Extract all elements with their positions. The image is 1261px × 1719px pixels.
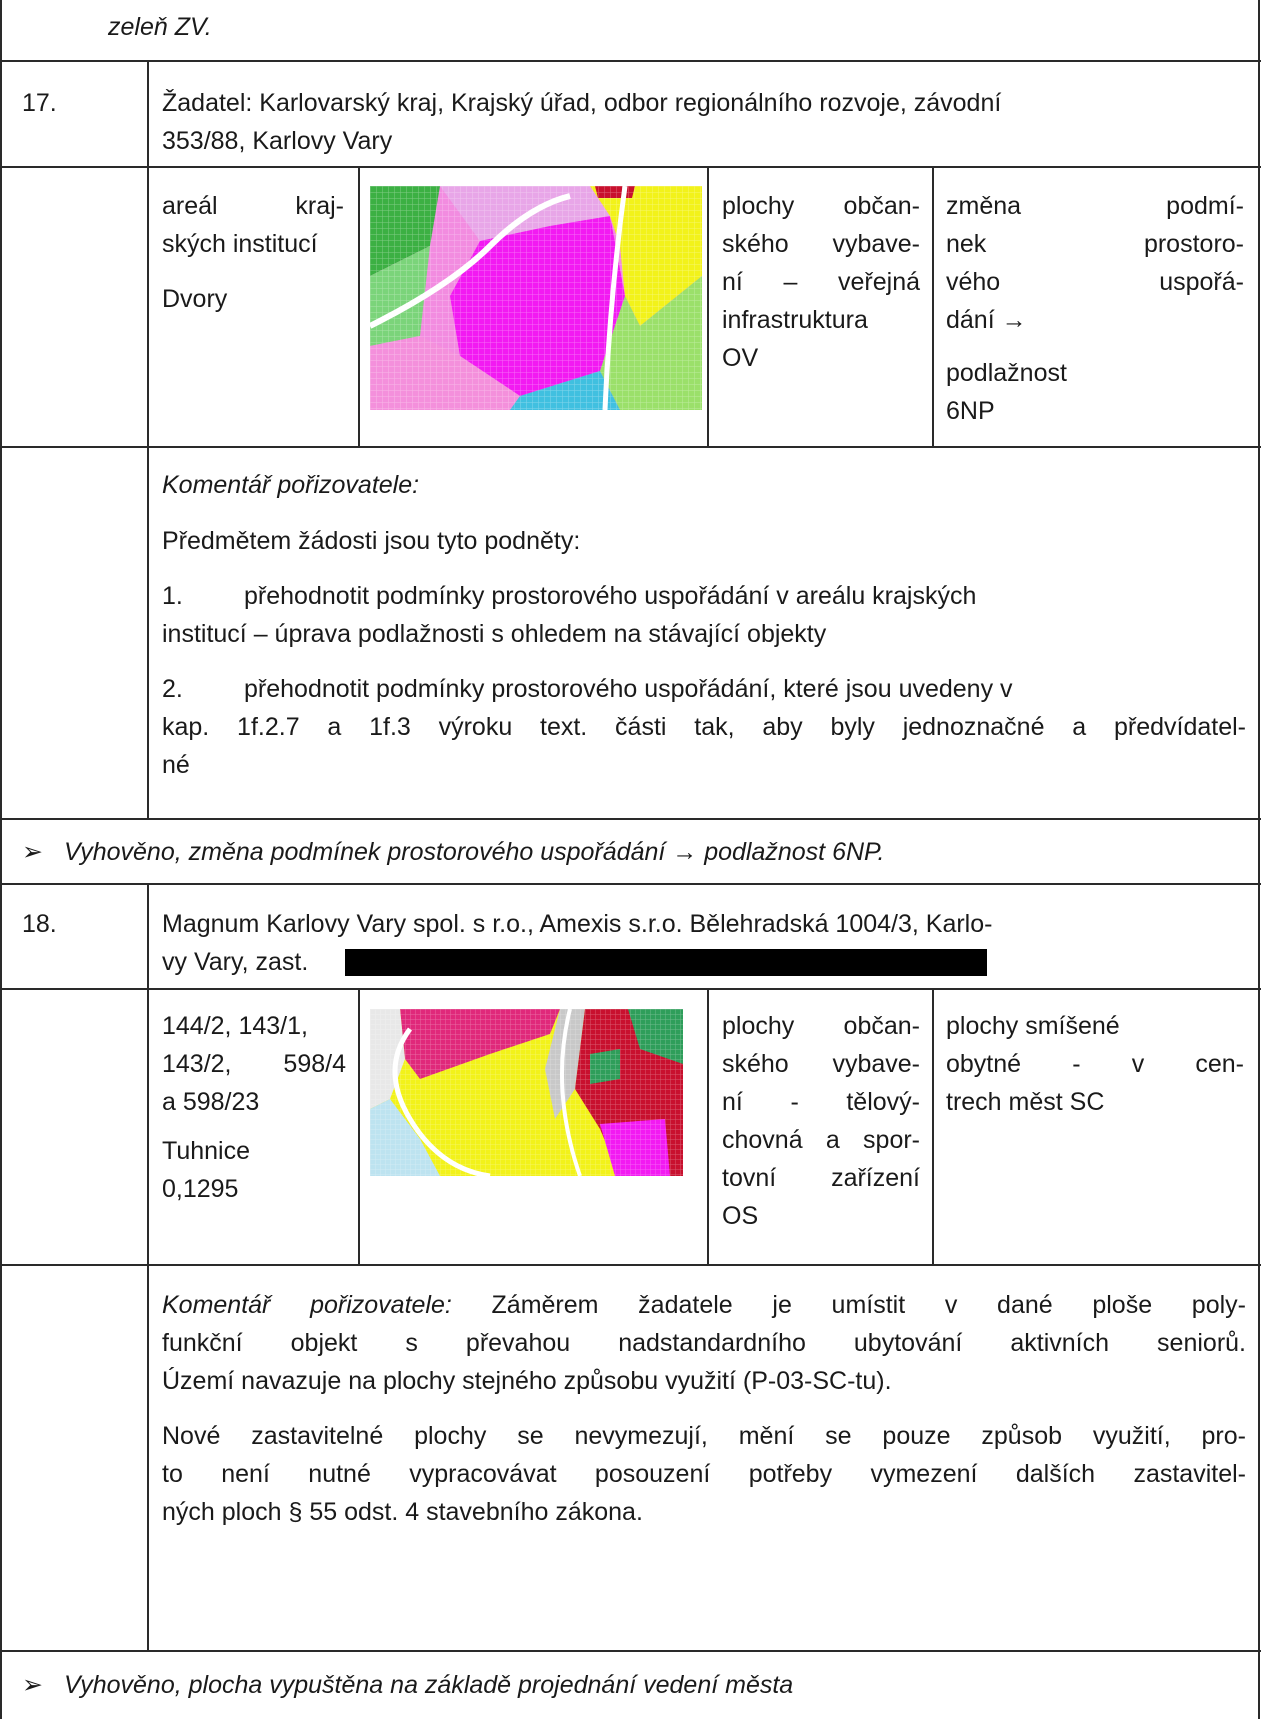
comment-text: ných ploch § 55 odst. 4 stavebního zákon… xyxy=(162,1498,643,1526)
area-name: ských institucí xyxy=(162,230,318,258)
comment-text: přehodnotit podmínky prostorového uspořá… xyxy=(244,582,977,610)
requested-change-line: vého uspořá- xyxy=(946,268,1244,296)
entry-number: 18. xyxy=(22,910,57,938)
requested-change-line: dání → xyxy=(946,306,1027,334)
column-divider xyxy=(358,988,360,1266)
column-divider xyxy=(358,166,360,448)
parcels-line: 144/2, 143/1, xyxy=(162,1012,308,1040)
requested-change-line: nek prostoro- xyxy=(946,230,1244,258)
previous-entry-remnant: zeleň ZV. xyxy=(108,13,212,41)
requested-change-line: 6NP xyxy=(946,397,995,425)
current-use-line: plochy občan- xyxy=(722,1012,920,1040)
parcels-line: 143/2, 598/4 xyxy=(162,1050,346,1078)
column-divider xyxy=(932,166,934,448)
table-border-left xyxy=(0,0,2,1719)
row-divider xyxy=(0,883,1261,885)
locality: Tuhnice xyxy=(162,1137,251,1165)
comment-label: Komentář pořizovatele: xyxy=(162,471,420,499)
column-divider xyxy=(707,166,709,448)
current-use: plochy občan- ského vybave- ní - tělový-… xyxy=(722,1007,920,1235)
row-divider xyxy=(0,446,1261,448)
area-name: areál kraj- xyxy=(162,192,344,220)
current-use-line: ského vybave- xyxy=(722,230,920,258)
column-divider xyxy=(147,60,149,820)
decision-bullet: ➢ xyxy=(22,1671,43,1699)
comment-text-segment: Záměrem žadatele je umístit v dané ploše… xyxy=(491,1291,1246,1319)
current-use-line: ní - tělový- xyxy=(722,1088,920,1116)
current-use-line: chovná a spor- xyxy=(722,1126,920,1154)
current-use-line: OS xyxy=(722,1202,759,1230)
comment-text: né xyxy=(162,751,190,779)
current-use-line: ní – veřejná xyxy=(722,268,920,296)
parcels-line: a 598/23 xyxy=(162,1088,260,1116)
applicant-line: Žadatel: Karlovarský kraj, Krajský úřad,… xyxy=(162,89,1002,117)
row-divider xyxy=(0,1264,1261,1266)
column-divider xyxy=(932,988,934,1266)
requested-change: změna podmí- nek prostoro- vého uspořá- … xyxy=(946,187,1244,430)
requested-change: plochy smíšené obytné - v cen- trech měs… xyxy=(946,1007,1244,1121)
comment-text: kap. 1f.2.7 a 1f.3 výroku text. části ta… xyxy=(162,713,1246,741)
comment-text: funkční objekt s převahou nadstandardníh… xyxy=(162,1329,1246,1357)
decision-text: Vyhověno, plocha vypuštěna na základě pr… xyxy=(64,1671,794,1699)
comment-text: Předmětem žádosti jsou tyto podněty: xyxy=(162,527,581,555)
list-number: 2. xyxy=(162,675,183,703)
column-divider xyxy=(707,988,709,1266)
land-use-map-image xyxy=(370,186,702,410)
applicant-line: vy Vary, zast. xyxy=(162,948,309,976)
requested-change-line: plochy smíšené xyxy=(946,1012,1120,1040)
decision-text: Vyhověno, změna podmínek prostorového us… xyxy=(64,838,885,866)
applicant-line: 353/88, Karlovy Vary xyxy=(162,127,393,155)
row-divider xyxy=(0,60,1261,62)
requested-change-line: obytné - v cen- xyxy=(946,1050,1244,1078)
comment-text: Území navazuje na plochy stejného způsob… xyxy=(162,1367,892,1395)
locality: Dvory xyxy=(162,285,228,313)
area-value: 0,1295 xyxy=(162,1175,239,1203)
comment-text: přehodnotit podmínky prostorového uspořá… xyxy=(244,675,1013,703)
redaction-bar xyxy=(345,949,987,976)
column-divider xyxy=(147,883,149,1652)
row-divider xyxy=(0,1650,1261,1652)
current-use-line: tovní zařízení xyxy=(722,1164,920,1192)
current-use: plochy občan- ského vybave- ní – veřejná… xyxy=(722,187,920,377)
row-divider xyxy=(0,166,1261,168)
current-use-line: ského vybave- xyxy=(722,1050,920,1078)
requested-change-line: podlažnost xyxy=(946,359,1067,387)
current-use-line: infrastruktura xyxy=(722,306,868,334)
row-divider xyxy=(0,988,1261,990)
entry-number: 17. xyxy=(22,89,57,117)
table-border-right xyxy=(1258,0,1260,1719)
current-use-line: plochy občan- xyxy=(722,192,920,220)
comment-label: Komentář pořizovatele: xyxy=(162,1291,452,1319)
row-divider xyxy=(0,818,1261,820)
parcels: 144/2, 143/1, 143/2, 598/4 a 598/23 xyxy=(162,1007,346,1121)
applicant-line: Magnum Karlovy Vary spol. s r.o., Amexis… xyxy=(162,910,993,938)
comment-text: to není nutné vypracovávat posouzení pot… xyxy=(162,1460,1246,1488)
list-number: 1. xyxy=(162,582,183,610)
comment-text: Nové zastavitelné plochy se nevymezují, … xyxy=(162,1422,1246,1450)
requested-change-line: trech měst SC xyxy=(946,1088,1105,1116)
land-use-map-image xyxy=(370,1009,683,1176)
requested-change-line: změna podmí- xyxy=(946,192,1244,220)
current-use-line: OV xyxy=(722,344,759,372)
decision-bullet: ➢ xyxy=(22,838,43,866)
comment-text: institucí – úprava podlažnosti s ohledem… xyxy=(162,620,827,648)
comment-text: Komentář pořizovatele: Záměrem žadatele … xyxy=(162,1286,1246,1324)
